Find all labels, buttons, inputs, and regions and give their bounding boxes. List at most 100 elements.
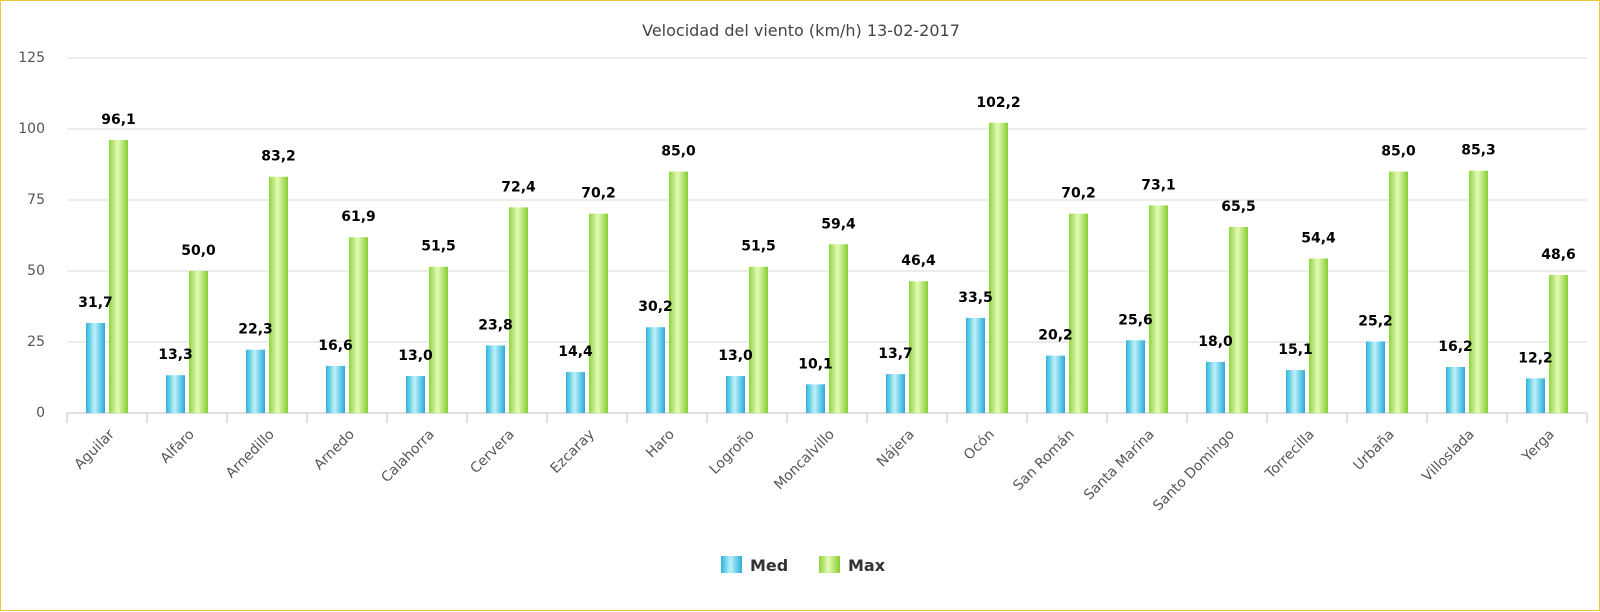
data-label-med: 25,6 [1118,312,1153,328]
bar-max[interactable] [1229,226,1248,413]
bar-max[interactable] [349,237,368,413]
grid-lines [67,57,1587,343]
x-tick-label: Yerga [1519,427,1558,466]
x-tick-label: Santa Marina [1081,427,1158,504]
bar-med[interactable] [406,376,425,413]
y-tick-label: 50 [27,263,45,279]
bar-med[interactable] [1526,378,1545,413]
bar-med[interactable] [646,327,665,413]
x-tick-label: Ocón [961,427,998,464]
data-label-med: 13,0 [398,348,433,364]
x-tick-label: Nájera [874,427,918,471]
x-tick-label: Torrecilla [1262,427,1318,483]
chart-title: Velocidad del viento (km/h) 13-02-2017 [642,21,960,40]
x-tick-label: Moncalvillo [771,427,838,494]
x-tick-label: Calahorra [378,427,437,486]
data-label-max: 96,1 [101,112,136,128]
data-label-max: 51,5 [741,239,776,255]
y-tick-label: 125 [18,50,45,66]
bar-med[interactable] [246,349,265,413]
bar-max[interactable] [1469,170,1488,413]
bar-max[interactable] [1149,205,1168,413]
data-label-med: 12,2 [1518,350,1553,366]
bar-med[interactable] [326,365,345,413]
data-label-max: 85,0 [1381,144,1416,160]
y-tick-label: 25 [27,334,45,350]
bar-med[interactable] [166,375,185,413]
data-label-max: 50,0 [181,243,216,259]
legend-swatch-med[interactable] [721,556,742,573]
bar-max[interactable] [109,140,128,414]
bar-med[interactable] [86,322,105,413]
bar-max[interactable] [909,281,928,413]
data-label-max: 51,5 [421,239,456,255]
data-label-max: 85,0 [661,144,696,160]
x-tick-label: Arnedo [311,427,358,474]
bar-max[interactable] [1069,213,1088,413]
bar-med[interactable] [1446,366,1465,413]
data-label-max: 46,4 [901,253,936,269]
legend[interactable]: Med Max [721,556,886,575]
bar-med[interactable] [726,376,745,413]
bar-med[interactable] [806,384,825,413]
bar-max[interactable] [989,122,1008,413]
x-tick-label: Aguilar [72,426,118,472]
data-label-max: 61,9 [341,209,376,225]
bar-med[interactable] [1366,341,1385,413]
bar-med[interactable] [566,372,585,413]
bar-med[interactable] [1286,370,1305,413]
data-label-max: 102,2 [976,95,1020,111]
y-axis-ticks: 0 25 50 75 100 125 [18,50,45,421]
bar-max[interactable] [269,176,288,413]
bar-med[interactable] [966,317,985,413]
x-tick-label: Villoslada [1419,427,1478,486]
bar-max[interactable] [1389,171,1408,413]
data-label-med: 20,2 [1038,328,1073,344]
data-labels: 31,7 13,3 22,3 16,6 13,0 23,8 14,4 30,2 13,0 10,1… [78,95,1576,373]
data-label-max: 54,4 [1301,231,1336,247]
bar-max[interactable] [1549,274,1568,413]
data-label-med: 13,3 [158,347,193,363]
x-tick-label: Santo Domingo [1150,427,1238,515]
x-tick-label: Arnedillo [223,427,278,482]
data-label-max: 59,4 [821,216,856,232]
legend-label-max[interactable]: Max [848,556,886,575]
data-label-med: 16,6 [318,338,353,354]
bar-max[interactable] [1309,258,1328,413]
x-tick-label: Urbaña [1351,427,1398,474]
data-label-med: 13,7 [878,346,913,362]
bar-max[interactable] [429,266,448,413]
legend-swatch-max[interactable] [819,556,840,573]
bar-max[interactable] [589,213,608,413]
bar-med[interactable] [1206,361,1225,413]
data-label-max: 65,5 [1221,199,1256,215]
bar-max[interactable] [669,171,688,413]
data-label-med: 15,1 [1278,342,1313,358]
bar-max[interactable] [189,271,208,413]
bar-med[interactable] [1126,340,1145,413]
x-tick-label: Ezcaray [548,427,598,477]
data-label-med: 13,0 [718,348,753,364]
bar-med[interactable] [1046,355,1065,413]
x-tick-label: Alfaro [158,427,198,467]
data-label-med: 14,4 [558,344,593,360]
x-axis: Aguilar Alfaro Arnedillo Arnedo Calahorra Cer… [66,412,1588,515]
data-label-med: 31,7 [78,295,113,311]
data-label-max: 70,2 [1061,186,1096,202]
bar-med[interactable] [486,345,505,413]
bar-max[interactable] [749,266,768,413]
data-label-med: 22,3 [238,322,273,338]
bar-max[interactable] [829,244,848,413]
legend-label-med[interactable]: Med [750,556,788,575]
data-label-max: 73,1 [1141,177,1176,193]
data-label-med: 25,2 [1358,313,1393,329]
bar-max[interactable] [509,207,528,413]
data-label-med: 23,8 [478,317,513,333]
bar-med[interactable] [886,374,905,413]
x-tick-label: Logroño [707,427,758,478]
data-label-max: 83,2 [261,149,296,165]
data-label-med: 30,2 [638,299,673,315]
data-label-max: 72,4 [501,179,536,195]
